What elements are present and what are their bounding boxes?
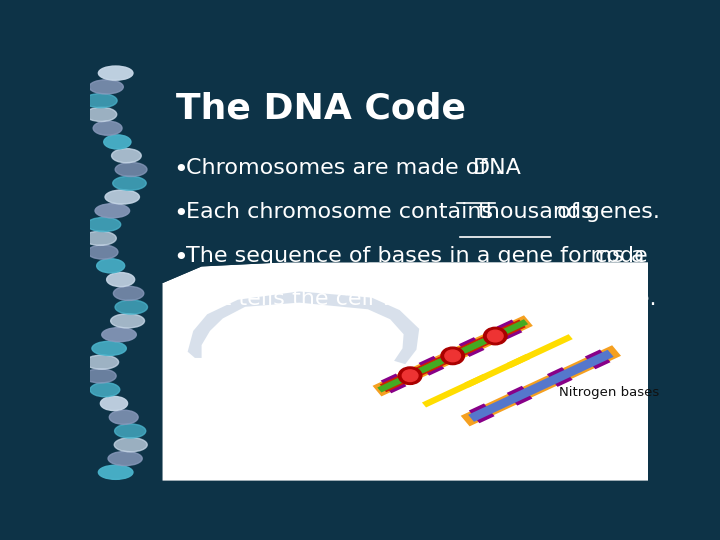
Polygon shape (163, 262, 648, 481)
FancyBboxPatch shape (90, 65, 648, 481)
FancyBboxPatch shape (379, 320, 526, 392)
Ellipse shape (85, 355, 119, 369)
Ellipse shape (108, 451, 143, 465)
Ellipse shape (88, 245, 118, 259)
Circle shape (402, 370, 418, 382)
Circle shape (484, 327, 507, 345)
FancyBboxPatch shape (420, 339, 485, 373)
Polygon shape (163, 241, 369, 283)
Circle shape (441, 347, 464, 365)
Text: Chromosomes are made of: Chromosomes are made of (186, 158, 495, 178)
FancyBboxPatch shape (507, 334, 572, 368)
Ellipse shape (115, 163, 147, 177)
Text: The DNA Code: The DNA Code (176, 92, 467, 126)
Ellipse shape (107, 273, 135, 287)
Ellipse shape (114, 424, 145, 438)
Ellipse shape (99, 66, 133, 80)
Circle shape (487, 330, 503, 342)
Text: •: • (174, 158, 189, 183)
Text: code: code (595, 246, 649, 266)
Text: of genes.: of genes. (550, 202, 660, 222)
Circle shape (398, 367, 422, 384)
Ellipse shape (84, 93, 117, 107)
Text: DNA: DNA (473, 158, 522, 178)
FancyBboxPatch shape (464, 354, 530, 388)
Ellipse shape (95, 204, 130, 218)
Text: Nitrogen bases: Nitrogen bases (559, 386, 659, 399)
Ellipse shape (87, 218, 121, 232)
Ellipse shape (104, 135, 131, 149)
Text: •: • (174, 202, 189, 226)
Polygon shape (188, 292, 419, 364)
Ellipse shape (89, 80, 123, 94)
FancyBboxPatch shape (585, 349, 611, 369)
Ellipse shape (100, 396, 127, 410)
Text: The sequence of bases in a gene forms a: The sequence of bases in a gene forms a (186, 246, 652, 266)
Text: .: . (495, 158, 502, 178)
FancyBboxPatch shape (381, 374, 407, 393)
FancyBboxPatch shape (422, 374, 487, 408)
Ellipse shape (114, 438, 147, 452)
Ellipse shape (105, 190, 140, 204)
Ellipse shape (84, 231, 117, 245)
Text: thousands: thousands (477, 202, 593, 222)
Ellipse shape (102, 328, 136, 342)
Ellipse shape (111, 314, 145, 328)
FancyBboxPatch shape (462, 319, 528, 353)
FancyBboxPatch shape (377, 359, 443, 393)
FancyBboxPatch shape (469, 403, 495, 423)
Ellipse shape (113, 286, 144, 300)
Text: Each chromosome contains: Each chromosome contains (186, 202, 500, 222)
Text: •: • (174, 246, 189, 269)
Ellipse shape (112, 148, 141, 163)
Ellipse shape (93, 121, 122, 135)
FancyBboxPatch shape (372, 315, 533, 396)
Ellipse shape (109, 410, 138, 424)
FancyBboxPatch shape (547, 367, 572, 387)
FancyBboxPatch shape (468, 350, 613, 422)
FancyBboxPatch shape (459, 337, 485, 357)
Ellipse shape (96, 259, 125, 273)
Ellipse shape (84, 369, 116, 383)
Text: that tells the cell what protein to produce.: that tells the cell what protein to prod… (186, 288, 657, 308)
Ellipse shape (90, 383, 120, 397)
Ellipse shape (99, 465, 133, 480)
Ellipse shape (86, 107, 117, 122)
Ellipse shape (113, 176, 146, 190)
FancyBboxPatch shape (461, 345, 621, 427)
FancyBboxPatch shape (507, 386, 533, 406)
FancyBboxPatch shape (418, 356, 444, 376)
Ellipse shape (115, 300, 148, 314)
FancyBboxPatch shape (497, 320, 523, 339)
Circle shape (445, 350, 461, 362)
Ellipse shape (92, 341, 126, 355)
